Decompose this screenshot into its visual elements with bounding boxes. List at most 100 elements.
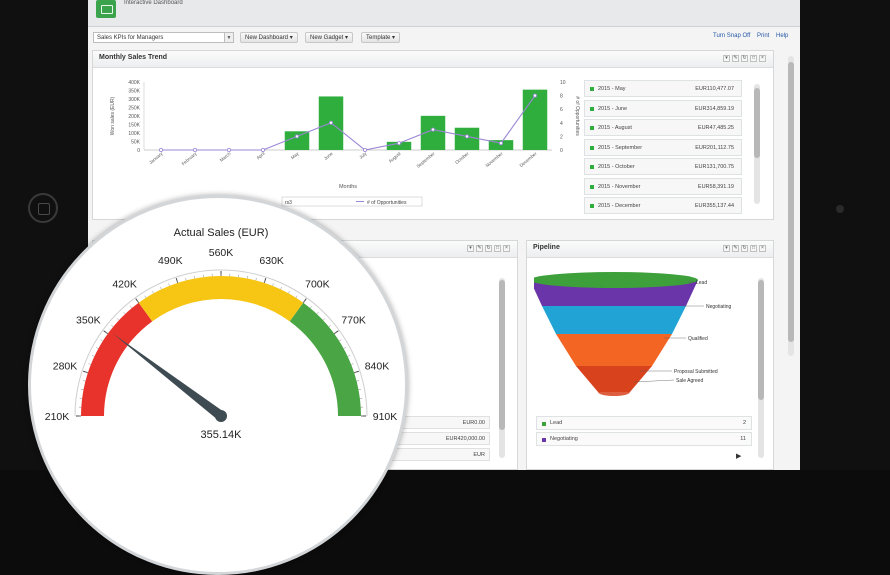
gauge-minor-tick [92, 355, 94, 356]
x-axis-label: Months [339, 184, 357, 190]
opportunity-point-may [295, 135, 298, 138]
y-tick-label: 400K [128, 80, 140, 86]
y-axis-label: Won sales (EUR) [110, 96, 116, 135]
gauge-minor-tick [89, 364, 91, 365]
close-icon[interactable]: × [759, 55, 766, 62]
gauge-minor-tick [96, 347, 98, 348]
app-title: Interactive Dashboard [124, 0, 183, 6]
gauge-tick-label: 560K [209, 247, 234, 259]
maximize-icon[interactable]: □ [494, 245, 501, 252]
collapse-icon[interactable]: ▾ [467, 245, 474, 252]
template-button[interactable]: Template ▾ [361, 32, 400, 43]
gauge-minor-tick [101, 340, 103, 341]
gauge-tick-label: 280K [53, 360, 78, 372]
x-tick-label: June [323, 151, 334, 161]
opportunity-point-august [397, 142, 400, 145]
print-link[interactable]: Print [757, 33, 769, 39]
legend-scrollbar[interactable] [754, 84, 760, 204]
gauge-minor-tick [160, 287, 161, 289]
gauge-minor-tick [323, 318, 325, 320]
y2-tick-label: 2 [560, 134, 563, 140]
pipeline-row-label: Negotiating [550, 436, 578, 442]
collapse-icon[interactable]: ▾ [723, 55, 730, 62]
maximize-icon[interactable]: □ [750, 55, 757, 62]
gauge-tick-label: 630K [259, 255, 284, 267]
gauge-band-1 [139, 276, 304, 321]
gauge-scrollbar[interactable] [499, 278, 505, 458]
funnel-label: Lead [696, 280, 707, 286]
page-scrollbar[interactable] [788, 56, 794, 356]
funnel-label: Proposal Submitted [674, 369, 718, 375]
gauge-minor-tick [357, 381, 359, 382]
edit-icon[interactable]: ✎ [732, 55, 739, 62]
actual-sales-gauge: Actual Sales (EUR)210K280K350K420K490K56… [31, 198, 408, 575]
y-tick-label: 0 [137, 148, 140, 154]
series-swatch [590, 204, 594, 208]
x-tick-label: May [290, 150, 300, 160]
gauge-minor-tick [273, 284, 274, 286]
edit-icon[interactable]: ✎ [476, 245, 483, 252]
refresh-icon[interactable]: ↻ [485, 245, 492, 252]
refresh-icon[interactable]: ↻ [741, 245, 748, 252]
opportunity-point-october [465, 135, 468, 138]
legend-item-value: EUR201,112.75 [695, 145, 734, 151]
refresh-icon[interactable]: ↻ [741, 55, 748, 62]
legend-item-label: 2015 - May [598, 86, 626, 92]
y2-tick-label: 4 [560, 121, 563, 127]
close-icon[interactable]: × [503, 245, 510, 252]
play-icon[interactable]: ▶ [736, 452, 741, 460]
panel-header: Pipeline ▾ ✎ ↻ □ × [527, 241, 773, 258]
bar-october [455, 128, 479, 150]
gauge-minor-tick [145, 296, 146, 298]
close-icon[interactable]: × [759, 245, 766, 252]
gauge-tick-label: 210K [45, 411, 70, 423]
gauge-minor-tick [256, 278, 257, 280]
y-tick-label: 150K [128, 123, 140, 129]
gauge-minor-tick [117, 318, 119, 320]
collapse-icon[interactable]: ▾ [723, 245, 730, 252]
legend-item-label: 2015 - November [598, 184, 641, 190]
funnel-stage-edge [598, 388, 630, 396]
gauge-minor-tick [130, 306, 132, 308]
help-link[interactable]: Help [776, 33, 788, 39]
new-gadget-button[interactable]: New Gadget ▾ [305, 32, 353, 43]
gauge-minor-tick [310, 306, 312, 308]
pipeline-scrollbar[interactable] [758, 278, 764, 458]
new-dashboard-button[interactable]: New Dashboard ▾ [240, 32, 298, 43]
y2-tick-label: 10 [560, 80, 566, 86]
y2-tick-label: 0 [560, 148, 563, 154]
x-tick-label: November [485, 151, 504, 168]
edit-icon[interactable]: ✎ [732, 245, 739, 252]
gauge-tick-label: 700K [305, 278, 330, 290]
gauge-minor-tick [348, 355, 350, 356]
dashboard-select[interactable]: Sales KPIs for Managers [93, 32, 229, 43]
series-swatch [590, 185, 594, 189]
gauge-minor-tick [344, 347, 346, 348]
bar-may [285, 131, 309, 150]
gauge-tick-label: 420K [112, 278, 137, 290]
maximize-icon[interactable]: □ [750, 245, 757, 252]
stage-swatch [542, 422, 546, 426]
opportunity-point-june [329, 121, 332, 124]
funnel-stage-qualified [542, 306, 686, 334]
turn-snap-off-link[interactable]: Turn Snap Off [713, 33, 750, 39]
funnel-label: Sale Agreed [676, 378, 703, 384]
funnel-stage-proposal-submitted [556, 334, 672, 366]
series-swatch [590, 146, 594, 150]
gauge-tick-label: 350K [76, 315, 101, 327]
y-tick-label: 50K [131, 140, 141, 146]
series-swatch [590, 126, 594, 130]
legend-item-label: 2015 - October [598, 164, 635, 170]
chevron-down-icon[interactable]: ▼ [224, 32, 234, 43]
tablet-frame: Interactive Dashboard Sales KPIs for Man… [0, 0, 890, 470]
